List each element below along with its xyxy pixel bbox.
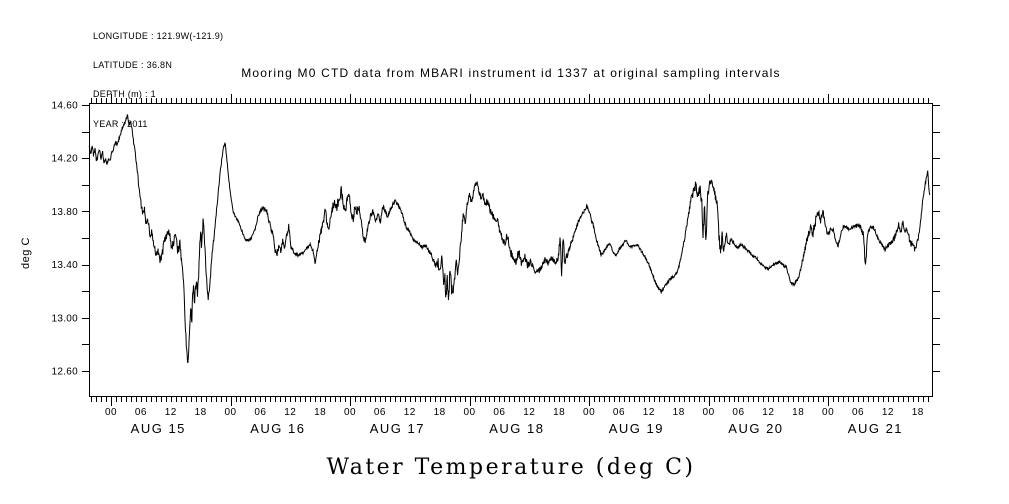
- x-hour-label: 12: [882, 407, 894, 418]
- metadata-depth: DEPTH (m) : 1: [93, 89, 156, 100]
- x-hour-label: 12: [165, 407, 177, 418]
- x-hour-label: 18: [912, 407, 924, 418]
- x-hour-label: 06: [493, 407, 505, 418]
- y-tick-label: 13.40: [51, 260, 78, 271]
- x-hour-label: 06: [852, 407, 864, 418]
- x-hour-label: 12: [284, 407, 296, 418]
- x-hour-label: 18: [673, 407, 685, 418]
- x-hour-label: 00: [583, 407, 595, 418]
- x-hour-label: 00: [822, 407, 834, 418]
- x-hour-label: 00: [703, 407, 715, 418]
- x-hour-label: 06: [135, 407, 147, 418]
- x-hour-label: 06: [254, 407, 266, 418]
- x-hour-label: 12: [762, 407, 774, 418]
- x-hour-label: 18: [195, 407, 207, 418]
- plot-border: [89, 103, 933, 397]
- y-tick-label: 14.20: [51, 154, 78, 165]
- metadata-year: YEAR : 2011: [93, 118, 148, 129]
- x-day-label: AUG 17: [370, 421, 425, 436]
- x-day-label: AUG 16: [250, 421, 305, 436]
- x-hour-label: 06: [613, 407, 625, 418]
- x-hour-label: 06: [732, 407, 744, 418]
- metadata-longitude: LONGITUDE : 121.9W(-121.9): [93, 30, 224, 41]
- x-day-label: AUG 15: [131, 421, 186, 436]
- x-hour-label: 00: [224, 407, 236, 418]
- y-tick-label: 13.80: [51, 207, 78, 218]
- x-day-label: AUG 19: [609, 421, 664, 436]
- y-tick-label: 12.60: [51, 367, 78, 378]
- x-hour-label: 12: [643, 407, 655, 418]
- x-axis-title: Water Temperature (deg C): [326, 455, 696, 480]
- chart-title: Mooring M0 CTD data from MBARI instrumen…: [241, 66, 781, 80]
- metadata-block: LONGITUDE : 121.9W(-121.9) LATITUDE : 36…: [93, 12, 223, 149]
- metadata-latitude: LATITUDE : 36.8N: [93, 59, 173, 70]
- x-hour-label: 00: [463, 407, 475, 418]
- x-day-label: AUG 21: [848, 421, 903, 436]
- x-hour-label: 18: [314, 407, 326, 418]
- x-hour-label: 12: [404, 407, 416, 418]
- x-hour-label: 12: [523, 407, 535, 418]
- x-hour-label: 06: [374, 407, 386, 418]
- temperature-line: [88, 114, 931, 364]
- x-hour-label: 18: [792, 407, 804, 418]
- x-day-label: AUG 20: [728, 421, 783, 436]
- x-hour-label: 18: [434, 407, 446, 418]
- y-tick-label: 13.00: [51, 313, 78, 324]
- y-tick-label: 14.60: [51, 101, 78, 112]
- x-hour-label: 00: [105, 407, 117, 418]
- x-hour-label: 18: [553, 407, 565, 418]
- x-day-label: AUG 18: [489, 421, 544, 436]
- x-hour-label: 00: [344, 407, 356, 418]
